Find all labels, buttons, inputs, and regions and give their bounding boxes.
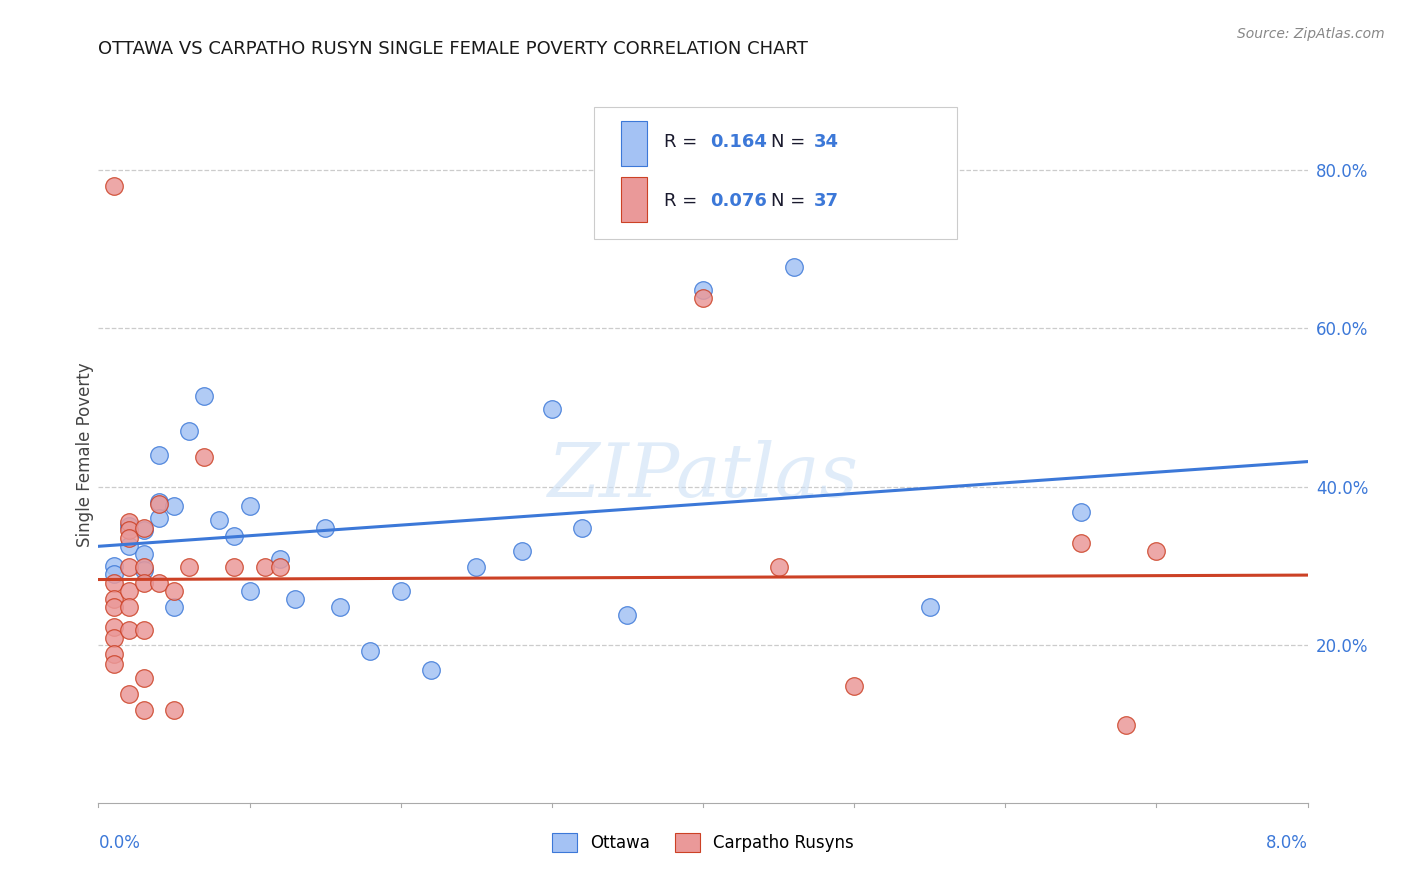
Point [359, 644, 381, 658]
Point [118, 531, 141, 545]
Point [179, 424, 201, 438]
Point [540, 402, 562, 417]
Point [768, 560, 790, 574]
Text: 8.0%: 8.0% [1265, 834, 1308, 852]
Point [103, 179, 125, 194]
Point [103, 647, 125, 661]
Point [918, 599, 941, 614]
Point [132, 523, 155, 537]
Point [132, 702, 155, 716]
Point [148, 576, 170, 591]
FancyBboxPatch shape [621, 177, 647, 222]
Text: 34: 34 [814, 133, 839, 151]
Point [692, 284, 714, 298]
Point [465, 560, 488, 574]
Point [389, 583, 412, 598]
Point [314, 521, 336, 535]
Point [118, 599, 141, 614]
Point [103, 566, 125, 581]
Text: Source: ZipAtlas.com: Source: ZipAtlas.com [1237, 27, 1385, 41]
Point [510, 544, 533, 558]
Point [103, 632, 125, 646]
Point [132, 576, 155, 591]
Point [163, 583, 186, 598]
Point [103, 620, 125, 634]
Point [571, 521, 593, 535]
Point [224, 560, 246, 574]
Point [1144, 544, 1167, 558]
Point [163, 500, 186, 514]
Point [118, 583, 141, 598]
Point [208, 513, 231, 527]
Text: R =: R = [664, 133, 703, 151]
Legend: Ottawa, Carpatho Rusyns: Ottawa, Carpatho Rusyns [546, 826, 860, 858]
Point [253, 560, 276, 574]
Point [103, 599, 125, 614]
Point [103, 591, 125, 606]
Point [193, 389, 215, 403]
Point [163, 599, 186, 614]
Point [239, 500, 262, 514]
Point [132, 563, 155, 577]
Point [118, 687, 141, 701]
FancyBboxPatch shape [621, 121, 647, 166]
Point [118, 523, 141, 537]
Text: 0.0%: 0.0% [98, 834, 141, 852]
Text: OTTAWA VS CARPATHO RUSYN SINGLE FEMALE POVERTY CORRELATION CHART: OTTAWA VS CARPATHO RUSYN SINGLE FEMALE P… [98, 40, 808, 58]
Point [118, 624, 141, 638]
Point [616, 607, 638, 622]
Point [284, 591, 307, 606]
Text: 37: 37 [814, 192, 839, 210]
Point [148, 448, 170, 462]
Point [132, 624, 155, 638]
Point [692, 291, 714, 305]
Point [148, 511, 170, 525]
Point [118, 515, 141, 529]
Text: N =: N = [770, 192, 811, 210]
Point [148, 497, 170, 511]
Point [1115, 718, 1137, 732]
Point [239, 583, 262, 598]
Text: ZIPatlas: ZIPatlas [547, 440, 859, 512]
Point [269, 560, 291, 574]
Point [132, 671, 155, 685]
Point [224, 528, 246, 542]
Point [269, 552, 291, 566]
Point [419, 663, 441, 677]
Text: N =: N = [770, 133, 811, 151]
Point [782, 260, 804, 274]
Point [103, 657, 125, 672]
Point [132, 521, 155, 535]
Text: 0.164: 0.164 [710, 133, 768, 151]
Point [1070, 536, 1092, 550]
Point [179, 560, 201, 574]
Point [148, 495, 170, 509]
Point [844, 679, 866, 693]
FancyBboxPatch shape [595, 107, 957, 239]
Point [132, 547, 155, 561]
Point [329, 599, 352, 614]
Point [118, 560, 141, 574]
Point [1070, 505, 1092, 519]
Point [132, 560, 155, 574]
Point [193, 450, 215, 464]
Text: R =: R = [664, 192, 703, 210]
Text: 0.076: 0.076 [710, 192, 768, 210]
Point [118, 519, 141, 533]
Point [103, 558, 125, 573]
Y-axis label: Single Female Poverty: Single Female Poverty [76, 363, 94, 547]
Point [163, 702, 186, 716]
Point [103, 576, 125, 591]
Point [118, 539, 141, 553]
